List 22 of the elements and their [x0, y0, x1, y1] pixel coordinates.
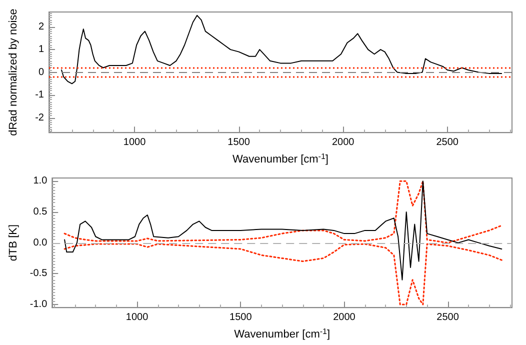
y-axis-title: dRad normalized by noise — [8, 8, 20, 136]
y-tick-label: -0.5 — [30, 268, 48, 280]
x-tick-label: 2500 — [436, 312, 460, 324]
y-tick-label: 0.5 — [33, 206, 48, 218]
y-tick-label: 0.0 — [33, 237, 48, 248]
y-tick-label: 2 — [38, 21, 44, 32]
x-tick-label: 1000 — [123, 137, 146, 148]
x-tick-label: 1500 — [228, 137, 250, 148]
line-series — [64, 180, 502, 280]
y-tick-label: -1.0 — [30, 299, 48, 310]
y-tick-label: -1 — [35, 90, 44, 101]
x-tick-label: 2000 — [332, 137, 355, 148]
x-tick-label: 1500 — [230, 312, 252, 324]
x-tick-label: 2000 — [333, 312, 356, 324]
x-tick-label: 2500 — [436, 137, 459, 148]
y-tick-label: 1.0 — [33, 176, 48, 187]
x-tick-label: 1000 — [126, 312, 149, 324]
y-tick-label: 0 — [38, 66, 44, 78]
y-axis-title: dTB [K] — [8, 224, 20, 262]
y-tick-label: -2 — [35, 112, 44, 124]
line-series — [61, 14, 502, 84]
y-tick-label: 1 — [38, 44, 44, 56]
